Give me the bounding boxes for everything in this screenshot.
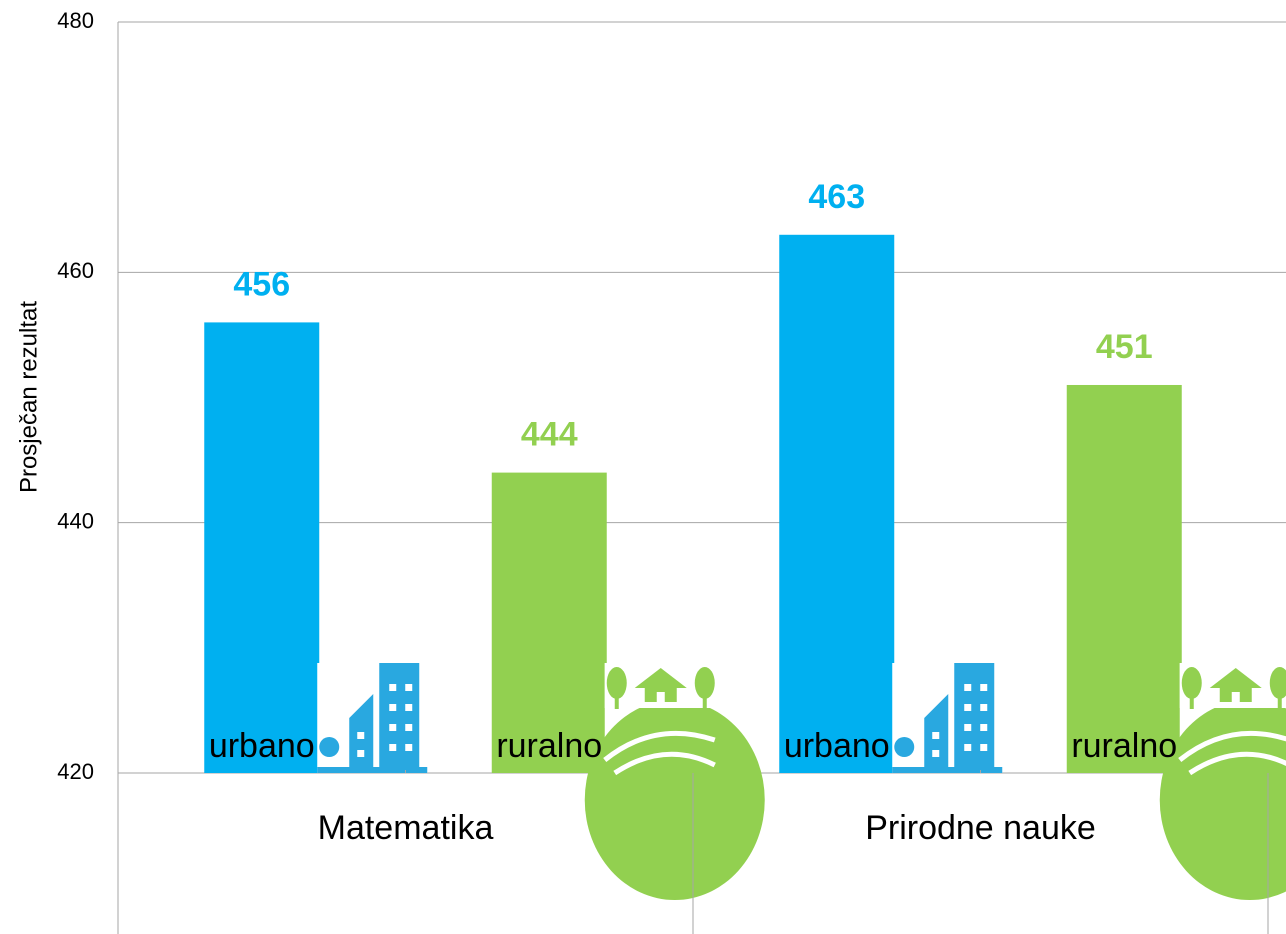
- bar: [1066, 384, 1182, 773]
- bar: [779, 234, 895, 774]
- x-tick-label: urbano: [209, 727, 315, 765]
- ground: [892, 767, 1003, 773]
- field-line: [613, 751, 716, 776]
- ground: [317, 767, 428, 773]
- house: [1209, 668, 1262, 688]
- house: [634, 668, 687, 688]
- window: [932, 750, 940, 757]
- window: [964, 724, 972, 731]
- window: [405, 684, 413, 691]
- trunk: [1277, 695, 1282, 709]
- window: [357, 732, 365, 739]
- trunk: [614, 695, 619, 709]
- tree: [694, 667, 715, 699]
- tree: [1269, 667, 1286, 699]
- window: [980, 724, 988, 731]
- field-line: [1188, 751, 1286, 776]
- field-line: [603, 730, 716, 762]
- y-tick-label: 460: [57, 258, 94, 283]
- y-tick-label: 480: [57, 8, 94, 33]
- bar: [204, 322, 320, 773]
- city-icon: [317, 663, 428, 773]
- farm-icon: [584, 663, 765, 900]
- x-tick-label: ruralno: [496, 727, 602, 765]
- window: [964, 684, 972, 691]
- x-tick-label: urbano: [784, 727, 890, 765]
- window: [389, 684, 397, 691]
- building: [379, 663, 420, 771]
- window: [980, 744, 988, 751]
- window: [389, 744, 397, 751]
- tree: [606, 667, 627, 699]
- window: [932, 732, 940, 739]
- trunk: [702, 695, 707, 709]
- tree: [319, 737, 340, 757]
- window: [405, 704, 413, 711]
- tree: [1181, 667, 1202, 699]
- value-label: 456: [233, 265, 290, 303]
- trunk: [1189, 695, 1194, 709]
- bar: [491, 472, 607, 773]
- group-label: Matematika: [318, 809, 494, 847]
- building: [954, 663, 995, 771]
- window: [357, 750, 365, 757]
- hill: [584, 700, 765, 900]
- value-label: 451: [1096, 328, 1153, 366]
- window: [964, 744, 972, 751]
- value-label: 463: [808, 178, 865, 216]
- window: [389, 724, 397, 731]
- window: [389, 704, 397, 711]
- window: [405, 744, 413, 751]
- farm-icon: [1159, 663, 1286, 900]
- window: [980, 704, 988, 711]
- door: [1231, 692, 1240, 702]
- city-icon: [892, 663, 1003, 773]
- window: [405, 724, 413, 731]
- value-label: 444: [521, 416, 578, 454]
- y-tick-label: 420: [57, 759, 94, 784]
- y-tick-label: 440: [57, 508, 94, 533]
- door: [656, 692, 665, 702]
- y-axis-label: Prosječan rezultat: [15, 301, 42, 493]
- x-tick-label: ruralno: [1071, 727, 1177, 765]
- field-line: [1178, 730, 1286, 762]
- tree: [894, 737, 915, 757]
- window: [980, 684, 988, 691]
- group-label: Prirodne nauke: [865, 809, 1096, 847]
- window: [964, 704, 972, 711]
